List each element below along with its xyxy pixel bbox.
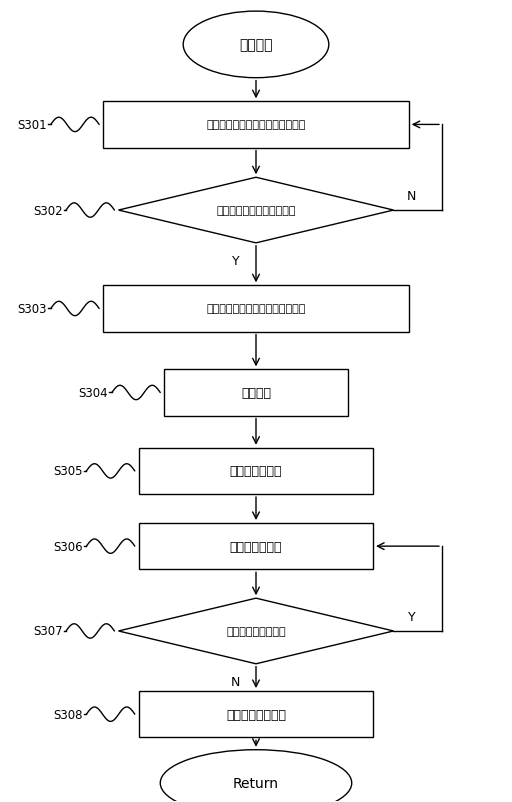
Bar	[103, 102, 409, 148]
Bar	[103, 286, 409, 332]
Text: S302: S302	[33, 205, 62, 217]
Text: N: N	[231, 675, 240, 688]
Polygon shape	[118, 598, 394, 664]
Text: 糖化温度の制御: 糖化温度の制御	[230, 540, 282, 553]
Text: 糖化処理: 糖化処理	[239, 38, 273, 52]
Text: Y: Y	[232, 255, 240, 268]
Text: S308: S308	[53, 708, 83, 721]
Text: S303: S303	[18, 302, 47, 315]
Text: S301: S301	[17, 119, 47, 132]
Bar	[139, 691, 373, 738]
Text: Y: Y	[408, 610, 415, 623]
Ellipse shape	[160, 750, 352, 802]
Bar	[139, 448, 373, 495]
Bar	[164, 370, 348, 416]
Text: セルラーゼ含有緩衝液バルブ閉鎖: セルラーゼ含有緩衝液バルブ閉鎖	[206, 304, 306, 314]
Text: S307: S307	[33, 625, 62, 638]
Ellipse shape	[183, 12, 329, 79]
Text: セルラーゼ含有緩衝液バルブ開放: セルラーゼ含有緩衝液バルブ開放	[206, 120, 306, 130]
Text: 糖分量が更に増加か: 糖分量が更に増加か	[226, 626, 286, 636]
Text: 界面活性剤投入: 界面活性剤投入	[230, 465, 282, 478]
Text: タンクヒータ停止: タンクヒータ停止	[226, 708, 286, 721]
Text: タンク水面が設定値以上か: タンク水面が設定値以上か	[216, 206, 296, 216]
Text: S306: S306	[53, 540, 83, 553]
Polygon shape	[118, 178, 394, 244]
Text: S304: S304	[79, 387, 109, 399]
Text: Return: Return	[233, 776, 279, 790]
Text: N: N	[407, 190, 416, 203]
Bar	[139, 523, 373, 569]
Text: 攪拌開始: 攪拌開始	[241, 387, 271, 399]
Text: S305: S305	[53, 465, 83, 478]
